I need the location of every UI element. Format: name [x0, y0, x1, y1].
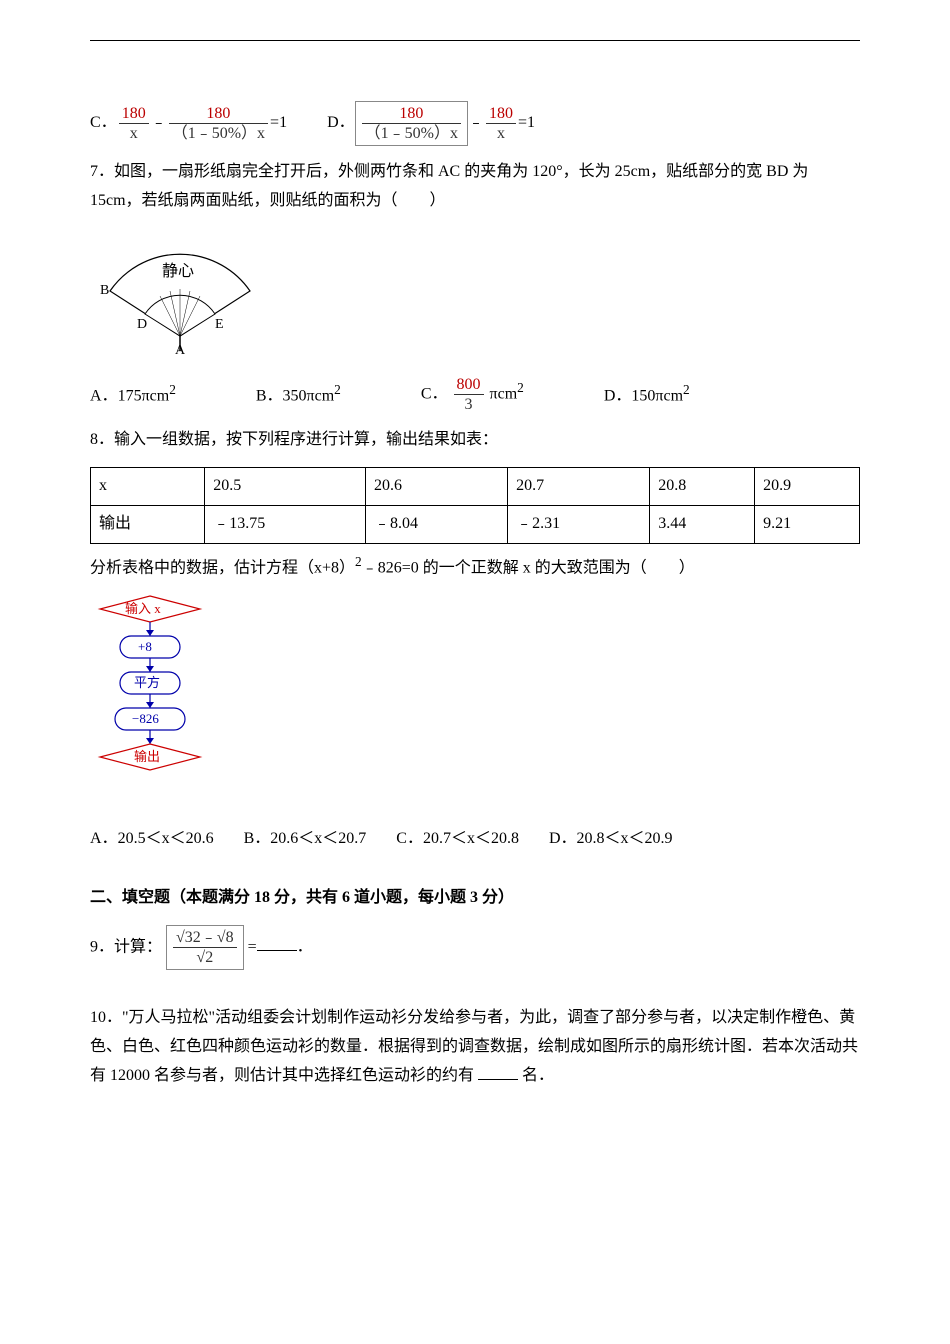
fan-label-e: E: [215, 317, 224, 332]
flow-input: 输入 x: [125, 601, 161, 616]
fan-figure: B D E A 静心: [90, 236, 270, 356]
q6-options-cd: C． 180 x ﹣ 180 （1﹣50%）x =1 D． 180 （1﹣50%…: [90, 101, 860, 146]
q8-text: 8．输入一组数据，按下列程序进行计算，输出结果如表：: [90, 426, 860, 455]
flow-output: 输出: [134, 749, 160, 764]
q9-blank: [257, 934, 297, 951]
q10-blank: [478, 1063, 518, 1080]
q8-table: x 20.5 20.6 20.7 20.8 20.9 输出 ﹣13.75 ﹣8.…: [90, 467, 860, 544]
q9-boxfrac: √32﹣√8 √2: [166, 925, 244, 970]
td-5: 9.21: [755, 505, 860, 543]
table-row: 输出 ﹣13.75 ﹣8.04 ﹣2.31 3.44 9.21: [91, 505, 860, 543]
section2-header: 二、填空题（本题满分 18 分，共有 6 道小题，每小题 3 分）: [90, 884, 860, 913]
q10-text: 10．"万人马拉松"活动组委会计划制作运动衫分发给参与者，为此，调查了部分参与者…: [90, 1009, 858, 1084]
th-5: 20.9: [755, 467, 860, 505]
q10: 10．"万人马拉松"活动组委会计划制作运动衫分发给参与者，为此，调查了部分参与者…: [90, 1004, 860, 1090]
fan-center-text: 静心: [162, 262, 194, 280]
td-3: ﹣2.31: [508, 505, 650, 543]
opt-d-boxfrac: 180 （1﹣50%）x: [355, 101, 468, 146]
q9-tail: ．: [297, 938, 313, 955]
th-2: 20.6: [365, 467, 507, 505]
flow-step3: −826: [132, 711, 159, 726]
q7-opt-c-frac: 800 3: [454, 375, 484, 414]
q8-opt-b: B．20.6＜x＜20.7: [244, 825, 367, 854]
q9-prefix: 9．计算：: [90, 938, 162, 955]
q7-options: A．175πcm2 B．350πcm2 C． 800 3 πcm2 D．150π…: [90, 375, 860, 414]
opt-c-frac2: 180 （1﹣50%）x: [169, 104, 268, 143]
opt-c-minus: ﹣: [151, 109, 167, 138]
opt-d-frac1: 180 （1﹣50%）x: [362, 104, 461, 143]
q7-opt-d: D．150πcm2: [604, 378, 690, 411]
flow-step2: 平方: [134, 675, 160, 690]
opt-c-label: C．: [90, 109, 117, 138]
opt-d-frac2: 180 x: [486, 104, 516, 143]
opt-d-eq: =1: [518, 109, 535, 138]
table-row: x 20.5 20.6 20.7 20.8 20.9: [91, 467, 860, 505]
opt-d-label: D．: [327, 109, 355, 138]
flow-step1: +8: [138, 639, 152, 654]
fan-label-a: A: [175, 343, 186, 356]
page-container: C． 180 x ﹣ 180 （1﹣50%）x =1 D． 180 （1﹣50%…: [0, 0, 950, 1143]
opt-c-frac1: 180 x: [119, 104, 149, 143]
q8-opt-c: C．20.7＜x＜20.8: [396, 825, 519, 854]
q7-opt-b: B．350πcm2: [256, 378, 341, 411]
top-rule: [90, 40, 860, 41]
td-1: ﹣13.75: [205, 505, 366, 543]
fan-label-d: D: [137, 317, 147, 332]
td-2: ﹣8.04: [365, 505, 507, 543]
th-x: x: [91, 467, 205, 505]
q8-flowchart: 输入 x +8 平方 −826 输出: [90, 591, 210, 801]
q8-opt-a: A．20.5＜x＜20.6: [90, 825, 214, 854]
q7-opt-a: A．175πcm2: [90, 378, 176, 411]
q8-options: A．20.5＜x＜20.6 B．20.6＜x＜20.7 C．20.7＜x＜20.…: [90, 825, 860, 854]
q8-opt-d: D．20.8＜x＜20.9: [549, 825, 673, 854]
fan-label-b: B: [100, 283, 109, 298]
td-4: 3.44: [650, 505, 755, 543]
q10-tail: 名．: [522, 1067, 554, 1084]
q8-analysis: 分析表格中的数据，估计方程（x+8）2﹣826=0 的一个正数解 x 的大致范围…: [90, 550, 860, 583]
th-1: 20.5: [205, 467, 366, 505]
th-4: 20.8: [650, 467, 755, 505]
th-3: 20.7: [508, 467, 650, 505]
q7-opt-c: C． 800 3 πcm2: [421, 375, 524, 414]
opt-c-eq: =1: [270, 109, 287, 138]
q9-frac: √32﹣√8 √2: [173, 928, 237, 967]
td-out: 输出: [91, 505, 205, 543]
q9: 9．计算： √32﹣√8 √2 = ．: [90, 925, 860, 970]
q7-text: 7．如图，一扇形纸扇完全打开后，外侧两竹条和 AC 的夹角为 120°，长为 2…: [90, 158, 860, 216]
q9-eq: =: [248, 938, 257, 955]
opt-d-minus: ﹣: [468, 109, 484, 138]
